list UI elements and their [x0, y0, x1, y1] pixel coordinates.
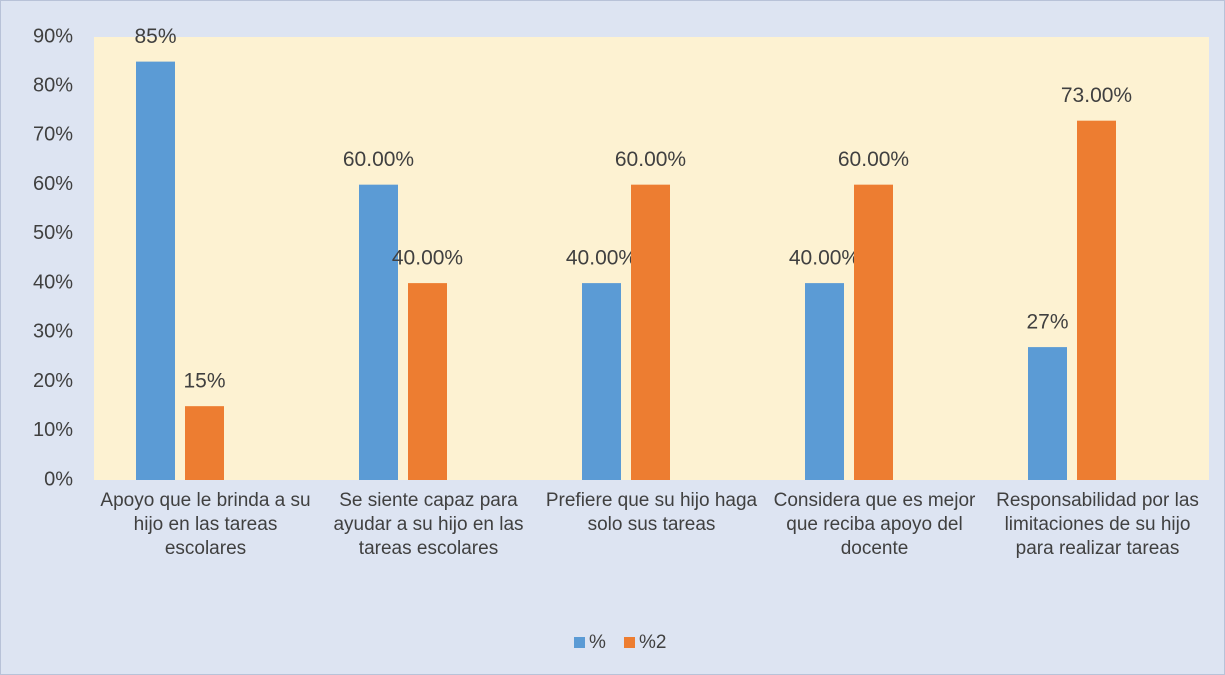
legend-label: %	[589, 632, 606, 653]
y-tick-label: 60%	[33, 173, 73, 195]
data-label: 73.00%	[1061, 84, 1132, 107]
y-tick-label: 10%	[33, 419, 73, 441]
data-label: 40.00%	[566, 247, 637, 270]
y-tick-label: 0%	[44, 468, 73, 490]
data-label: 15%	[183, 370, 225, 393]
y-tick-label: 50%	[33, 222, 73, 244]
x-tick-label: Considera que es mejor que reciba apoyo …	[773, 490, 976, 559]
bar	[1077, 120, 1116, 480]
bar	[854, 184, 893, 480]
x-tick-label: Se siente capaz para ayudar a su hijo en…	[333, 490, 524, 559]
legend-label: %2	[639, 632, 666, 653]
bar	[359, 184, 398, 480]
y-tick-label: 90%	[33, 25, 73, 47]
data-label: 40.00%	[392, 247, 463, 270]
y-tick-label: 80%	[33, 75, 73, 97]
bar	[1028, 347, 1067, 480]
bar	[631, 184, 670, 480]
data-label: 60.00%	[838, 148, 909, 171]
bar	[136, 61, 175, 480]
x-tick-label: Prefiere que su hijo haga solo sus tarea…	[545, 490, 758, 535]
data-label: 85%	[134, 25, 176, 48]
data-label: 27%	[1026, 311, 1068, 334]
legend-swatch	[624, 637, 635, 648]
y-tick-label: 70%	[33, 124, 73, 146]
bar	[408, 283, 447, 480]
x-tick-label: Apoyo que le brinda a su hijo en las tar…	[100, 490, 311, 559]
data-label: 60.00%	[615, 148, 686, 171]
bar	[805, 283, 844, 480]
data-label: 40.00%	[789, 247, 860, 270]
x-tick-label: Responsabilidad por las limitaciones de …	[996, 490, 1199, 559]
y-tick-label: 40%	[33, 271, 73, 293]
bar	[185, 406, 224, 480]
y-tick-label: 20%	[33, 370, 73, 392]
y-tick-label: 30%	[33, 321, 73, 343]
bar	[582, 283, 621, 480]
legend-swatch	[574, 637, 585, 648]
data-label: 60.00%	[343, 148, 414, 171]
